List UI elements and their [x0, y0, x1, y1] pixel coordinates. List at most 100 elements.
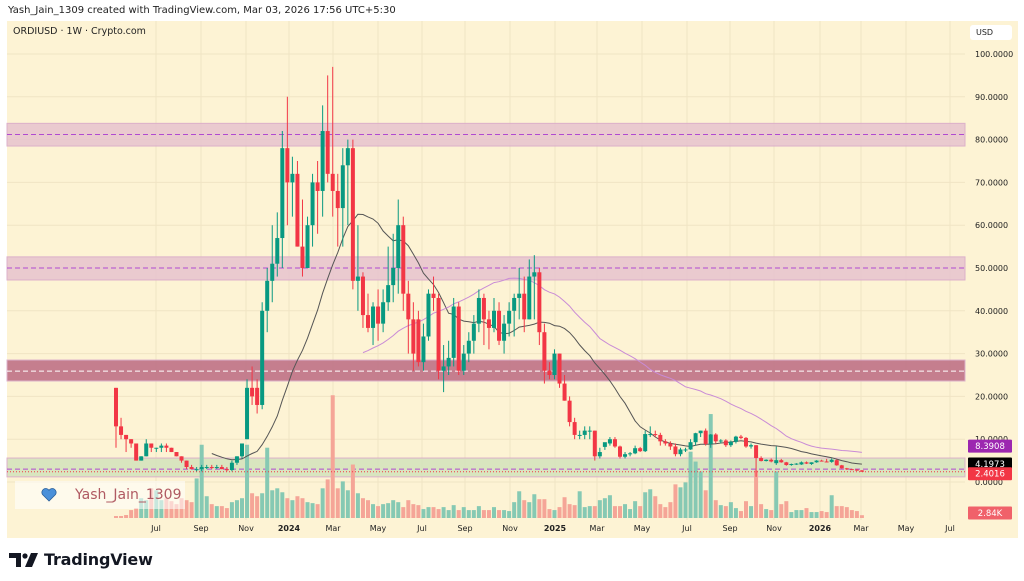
- volume-bar: [265, 447, 270, 518]
- candle-body: [587, 430, 592, 432]
- candle: [431, 276, 436, 311]
- candle: [456, 302, 461, 375]
- symbol-legend[interactable]: ORDIUSD · 1W · Crypto.com: [13, 26, 146, 37]
- candle: [713, 433, 718, 444]
- candle-body: [859, 470, 864, 472]
- candle: [688, 439, 693, 450]
- last-price-label: 2.4016: [975, 470, 1005, 480]
- candle-body: [396, 225, 401, 268]
- candle-body: [612, 439, 617, 447]
- candle-body: [139, 456, 144, 461]
- candle: [189, 464, 194, 470]
- volume-bar: [602, 498, 607, 518]
- volume-bar: [234, 500, 239, 518]
- candle: [658, 432, 663, 446]
- candle: [859, 470, 864, 472]
- candle-body: [275, 238, 280, 264]
- volume-bar: [688, 451, 693, 518]
- volume-bar: [270, 490, 275, 518]
- candle: [234, 456, 239, 465]
- candle: [209, 464, 214, 470]
- x-tick-label: Sep: [722, 524, 737, 533]
- candle-body: [386, 285, 391, 303]
- candle: [265, 268, 270, 333]
- candle-body: [245, 387, 250, 440]
- candle: [774, 446, 779, 465]
- volume-bar: [512, 502, 517, 518]
- candle: [426, 289, 431, 341]
- volume-bar: [567, 504, 572, 518]
- candle: [224, 467, 229, 472]
- volume-bar: [507, 511, 512, 518]
- candle-body: [643, 434, 648, 452]
- candle: [733, 435, 738, 444]
- candle: [114, 387, 118, 448]
- volume-bar: [673, 484, 678, 518]
- x-tick-label: Mar: [325, 524, 341, 533]
- candle-body: [295, 173, 300, 247]
- candle-body: [224, 469, 229, 471]
- candle: [532, 255, 537, 320]
- volume-bar: [466, 510, 471, 518]
- candle-body: [119, 426, 124, 435]
- volume-bar: [350, 464, 355, 518]
- candle-body: [174, 452, 179, 457]
- volume-bar: [214, 506, 219, 518]
- volume-bar: [744, 501, 748, 518]
- volume-bar: [794, 510, 799, 518]
- candle-body: [270, 263, 275, 281]
- candle: [653, 430, 658, 438]
- candle-body: [829, 459, 834, 462]
- candle-body: [114, 387, 118, 427]
- x-tick-label: 2025: [544, 524, 567, 533]
- volume-bar: [461, 507, 466, 518]
- candle: [547, 362, 552, 380]
- tradingview-footer[interactable]: TradingView: [9, 550, 153, 569]
- candle: [744, 437, 748, 448]
- candle: [764, 459, 769, 462]
- candle: [844, 467, 849, 471]
- last-volume-label-bg: [968, 506, 1012, 520]
- volume-bar: [678, 487, 683, 518]
- candle-body: [754, 445, 759, 459]
- volume-bar: [582, 507, 587, 518]
- candle-body: [290, 173, 295, 183]
- volume-bar: [572, 505, 577, 518]
- candle-body: [320, 131, 325, 191]
- candle: [522, 276, 527, 333]
- candle-body: [618, 446, 622, 457]
- volume-bar: [451, 505, 456, 518]
- tradingview-logo-icon: [9, 552, 38, 567]
- candle: [668, 441, 673, 450]
- candle-body: [310, 182, 315, 226]
- candle: [794, 463, 799, 465]
- volume-bar: [668, 502, 673, 518]
- sma-50-line: [362, 277, 862, 453]
- candle: [693, 432, 698, 446]
- candle: [562, 375, 567, 401]
- candle: [824, 458, 829, 463]
- currency-button[interactable]: USD: [970, 25, 1012, 40]
- candle-body: [214, 467, 219, 469]
- candle-body: [562, 383, 567, 401]
- volume-bar: [824, 512, 829, 518]
- volume-bar: [562, 497, 567, 518]
- candle: [194, 467, 199, 472]
- candle-body: [814, 460, 819, 463]
- candle-body: [229, 462, 234, 471]
- candle-body: [159, 445, 164, 448]
- volume-bar: [406, 500, 411, 518]
- candle-body: [492, 310, 496, 328]
- candle-body: [194, 469, 199, 471]
- volume-bar: [184, 500, 189, 518]
- volume-bar: [849, 510, 854, 518]
- candle-body: [839, 465, 844, 469]
- volume-bar: [391, 500, 396, 518]
- candle-body: [512, 297, 517, 311]
- x-tick-label: Sep: [457, 524, 472, 533]
- volume-bar: [224, 508, 229, 518]
- volume-bar: [456, 510, 461, 518]
- candle-body: [250, 387, 255, 397]
- volume-bar: [698, 471, 703, 518]
